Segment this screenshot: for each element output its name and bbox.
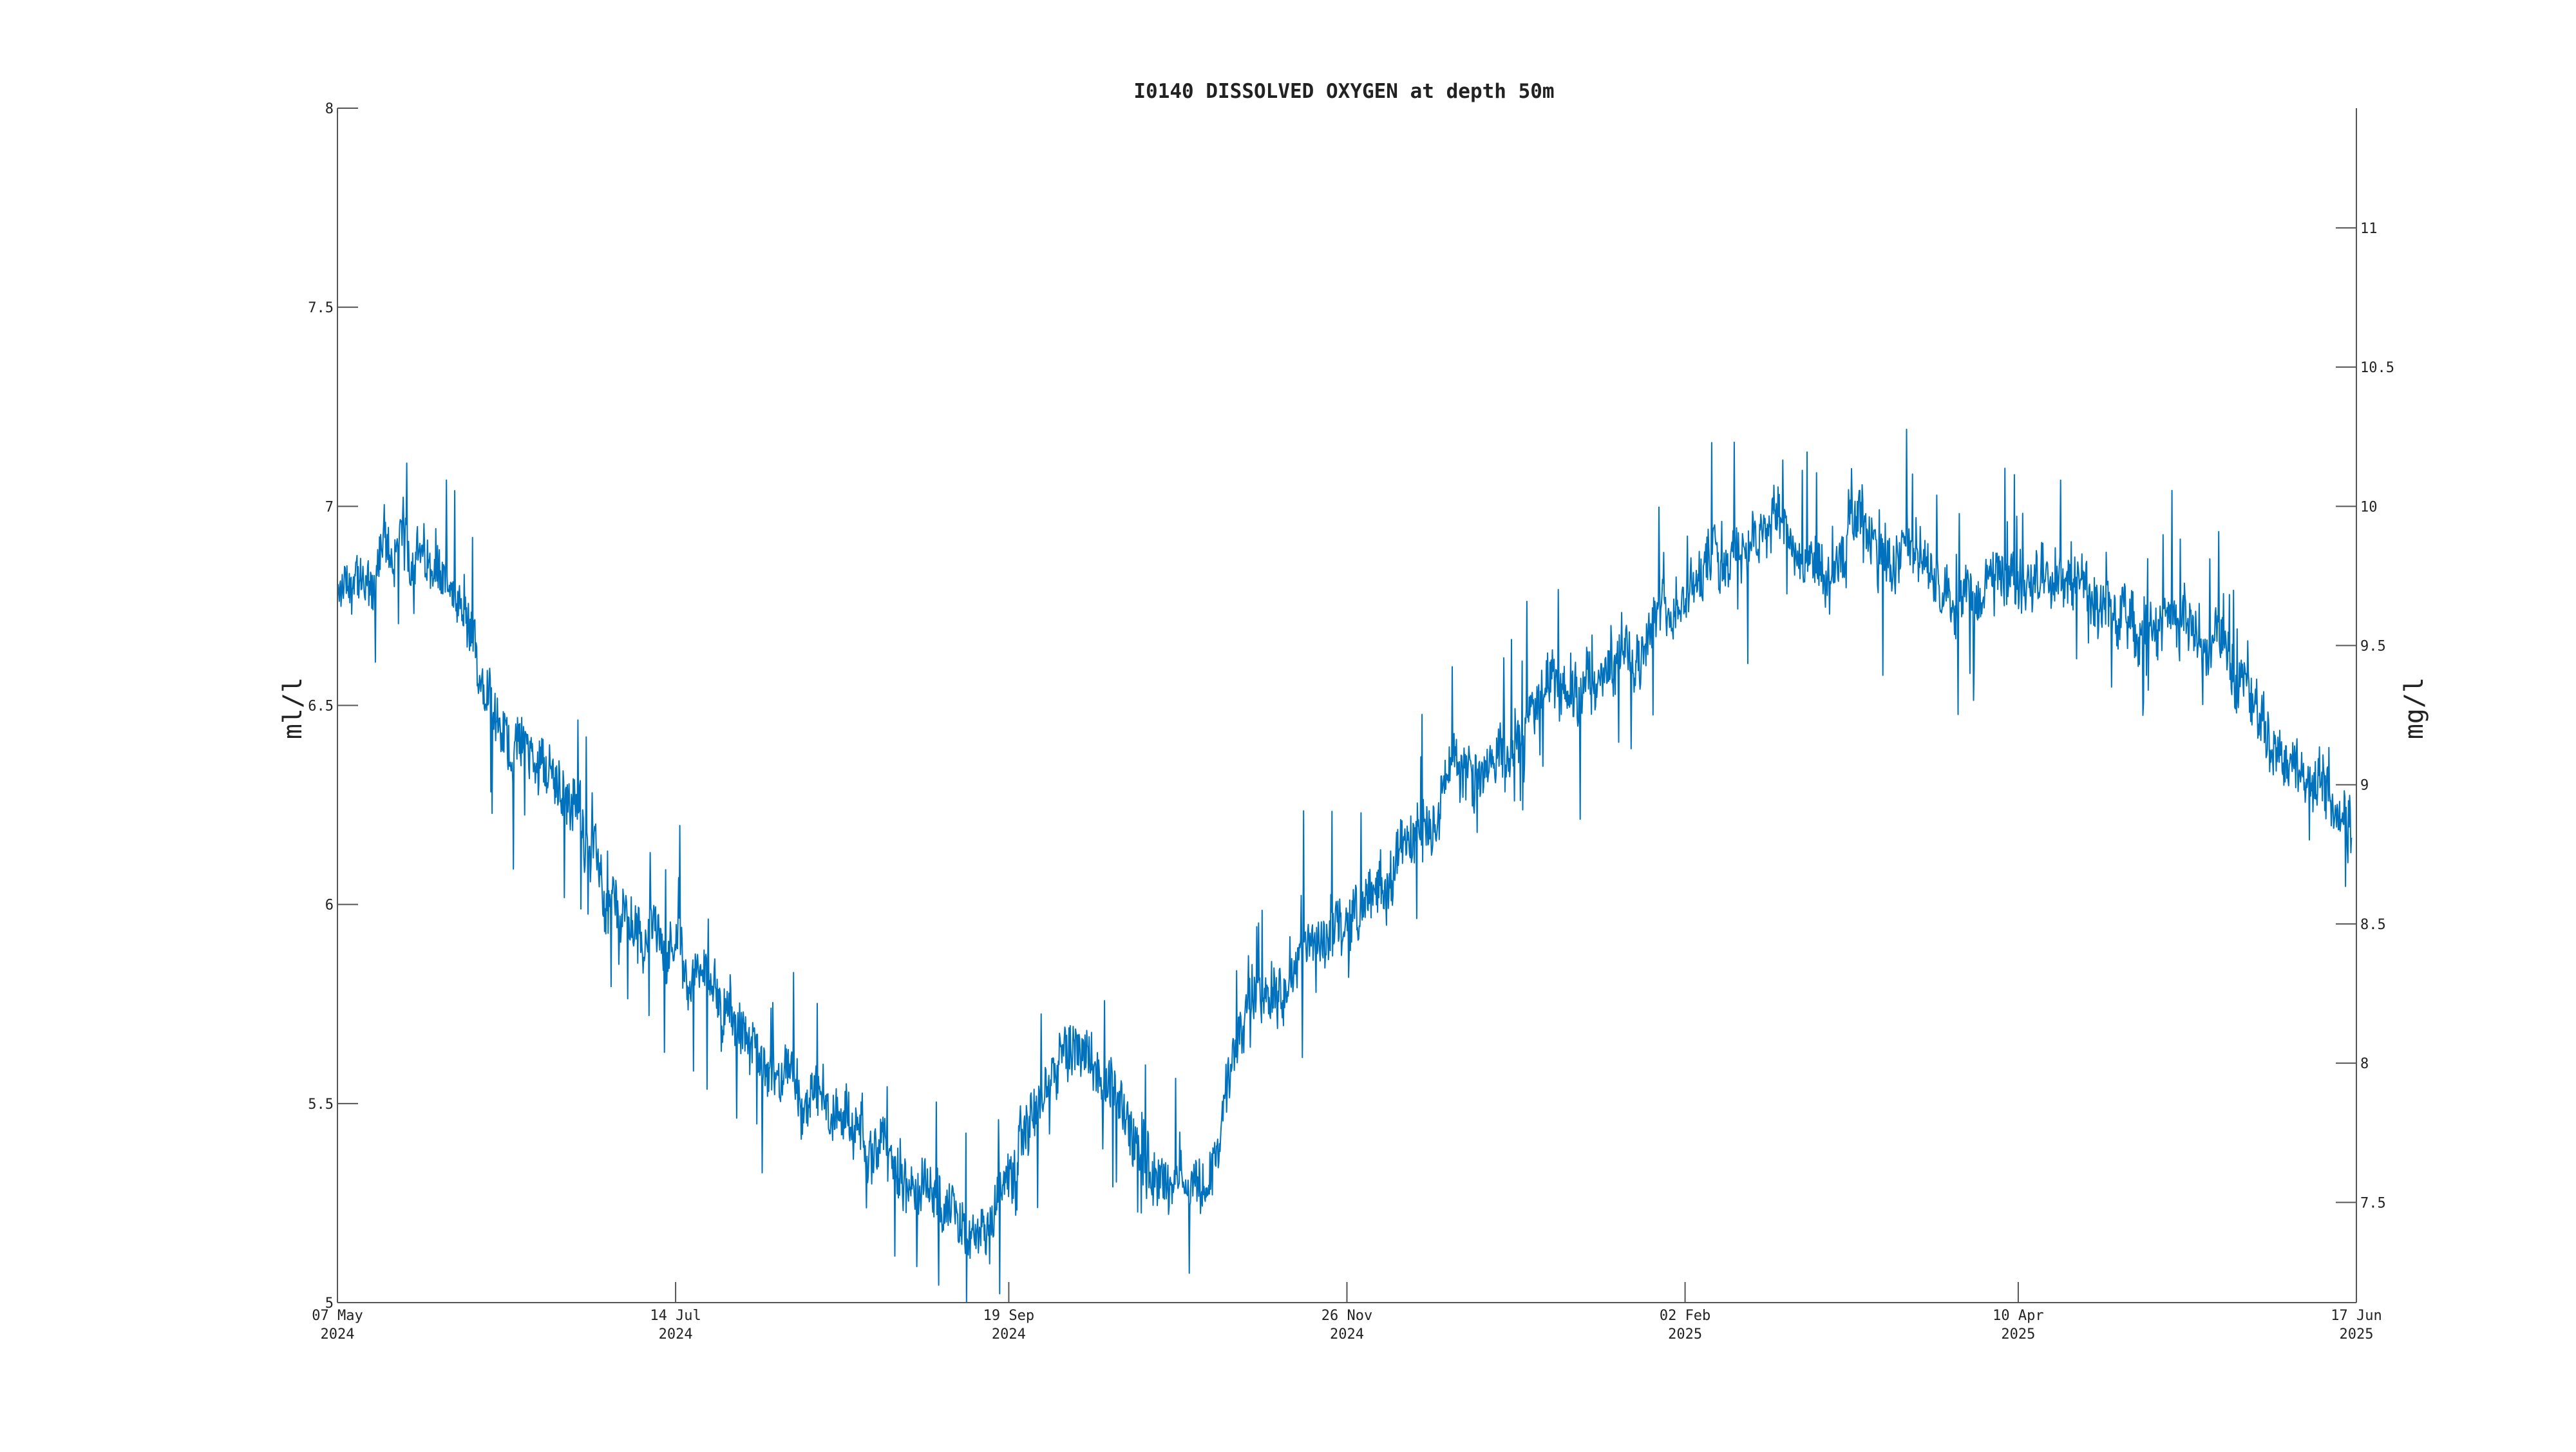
x-tick-label-year: 2024: [1330, 1326, 1364, 1343]
x-tick-label-year: 2024: [659, 1326, 693, 1343]
y-tick-left-label: 5.5: [308, 1097, 334, 1113]
x-tick-label-day: 19 Sep: [983, 1308, 1034, 1324]
y-tick-left-label: 6: [325, 898, 334, 914]
x-tick-label-day: 02 Feb: [1660, 1308, 1710, 1324]
y-tick-left-label: 7: [325, 499, 334, 515]
x-tick-label-year: 2024: [321, 1326, 355, 1343]
y-tick-right-label: 7.5: [2360, 1195, 2386, 1211]
y-tick-left-label: 7.5: [308, 300, 334, 316]
y-tick-right-label: 9.5: [2360, 639, 2386, 655]
y-tick-right-label: 11: [2360, 221, 2378, 237]
x-tick-label-day: 17 Jun: [2331, 1308, 2382, 1324]
y-tick-left-label: 8: [325, 101, 334, 117]
x-tick-label-day: 26 Nov: [1321, 1308, 1372, 1324]
y-tick-left-label: 5: [325, 1296, 334, 1312]
series-line-0: [337, 428, 2353, 1303]
y-axis-left-label: ml/l: [278, 677, 308, 739]
axes-layer: 5 5.5 6 6.5 7 7.5 8 7.5 8 8.5 9 9.5 10 10.5 11 07 May 20…: [308, 101, 2394, 1343]
series-layer: [337, 428, 2353, 1303]
chart-title: I0140 DISSOLVED OXYGEN at depth 50m: [1133, 80, 1554, 103]
x-tick-label-year: 2025: [2340, 1326, 2374, 1343]
y-tick-right-label: 10: [2360, 499, 2378, 515]
y-tick-right-label: 8.5: [2360, 917, 2386, 933]
y-tick-right-label: 10.5: [2360, 360, 2394, 376]
x-tick-label-year: 2025: [2001, 1326, 2035, 1343]
x-tick-label-day: 07 May: [312, 1308, 363, 1324]
y-tick-right-label: 8: [2360, 1056, 2369, 1072]
y-tick-right-label: 9: [2360, 778, 2369, 794]
x-tick-label-day: 14 Jul: [650, 1308, 701, 1324]
x-tick-label-day: 10 Apr: [1993, 1308, 2043, 1324]
y-tick-left-label: 6.5: [308, 699, 334, 715]
x-tick-label-year: 2024: [992, 1326, 1026, 1343]
x-tick-label-year: 2025: [1668, 1326, 1702, 1343]
y-axis-right-label: mg/l: [2400, 677, 2429, 739]
